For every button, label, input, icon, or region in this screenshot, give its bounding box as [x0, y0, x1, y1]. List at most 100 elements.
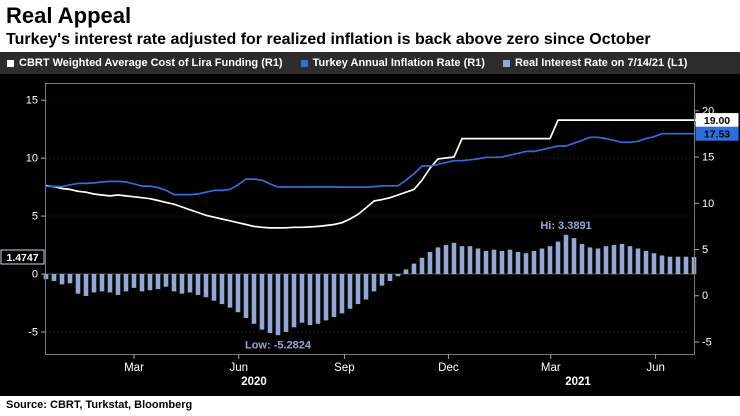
bar	[499, 250, 505, 275]
plot-frame	[45, 83, 695, 355]
bar	[211, 274, 217, 301]
x-year-label: 2020	[241, 376, 267, 388]
bar	[299, 274, 305, 323]
y-left-tick-label: -5	[28, 326, 38, 338]
source-line: Source: CBRT, Turkstat, Bloomberg	[0, 396, 740, 416]
bar	[435, 247, 441, 275]
bar	[107, 274, 113, 293]
y-right-tick-label: 5	[702, 244, 708, 256]
legend-item-0: CBRT Weighted Average Cost of Lira Fundi…	[7, 57, 283, 69]
legend-marker-icon	[7, 59, 14, 67]
bar	[275, 274, 281, 336]
x-month-label: Jun	[646, 362, 665, 374]
bar	[139, 274, 145, 292]
bar	[443, 245, 449, 275]
bar	[683, 256, 689, 275]
bar	[611, 245, 617, 275]
annotation-low: Low: -5.2824	[245, 339, 312, 351]
chart-header: Real Appeal Turkey's interest rate adjus…	[0, 0, 740, 52]
y-left-tick-label: 15	[26, 95, 38, 107]
bar	[91, 274, 97, 293]
bar	[155, 274, 161, 290]
bar	[395, 274, 401, 277]
line-series-1	[45, 132, 695, 196]
bar	[467, 246, 473, 274]
bar	[339, 274, 345, 314]
bar	[603, 246, 609, 274]
x-year-label: 2021	[565, 376, 591, 388]
bar	[75, 274, 81, 294]
bar	[99, 274, 105, 292]
bar	[563, 234, 569, 275]
bar	[387, 274, 393, 281]
bar	[619, 243, 625, 274]
page-title: Real Appeal	[6, 3, 132, 28]
bar	[587, 247, 593, 275]
bar	[635, 248, 641, 274]
bar	[507, 249, 513, 274]
bar	[163, 274, 169, 287]
bar	[539, 248, 545, 274]
bar	[371, 274, 377, 292]
legend-label: Real Interest Rate on 7/14/21 (L1)	[514, 57, 688, 69]
bar	[243, 274, 249, 318]
bar	[171, 274, 177, 292]
bar	[595, 248, 601, 274]
bar	[419, 257, 425, 274]
bar	[531, 250, 537, 275]
bar	[515, 252, 521, 274]
bar	[187, 274, 193, 293]
bar	[451, 242, 457, 275]
legend-label: CBRT Weighted Average Cost of Lira Fundi…	[19, 57, 283, 69]
bar	[651, 253, 657, 275]
bar	[403, 269, 409, 274]
last-value-badge-label: 1.4747	[6, 252, 38, 264]
bar	[555, 241, 561, 274]
legend-marker-icon	[300, 59, 308, 67]
bar	[59, 274, 65, 285]
bar	[323, 274, 329, 321]
bar	[115, 274, 121, 295]
x-month-label: Mar	[124, 362, 144, 374]
bar	[627, 246, 633, 274]
y-right-tick-label: 10	[702, 198, 714, 210]
legend: CBRT Weighted Average Cost of Lira Fundi…	[0, 52, 740, 74]
x-month-label: Dec	[438, 362, 459, 374]
bar	[179, 274, 185, 294]
bar	[579, 243, 585, 274]
chart-subtitle: Turkey's interest rate adjusted for real…	[6, 31, 651, 48]
bar	[291, 274, 297, 328]
x-month-label: Jun	[230, 362, 249, 374]
bar	[491, 249, 497, 274]
bar	[523, 253, 529, 275]
line-series-0	[45, 119, 703, 229]
bar	[235, 274, 241, 313]
bar	[219, 274, 225, 305]
bar	[427, 252, 433, 274]
annotation-hi: Hi: 3.3891	[540, 220, 591, 232]
bar	[315, 274, 321, 324]
last-value-badge	[0, 249, 45, 265]
bar	[411, 263, 417, 274]
y-right-tick-label: 15	[702, 152, 714, 164]
bar	[667, 256, 673, 275]
bar	[547, 246, 553, 274]
legend-marker-icon	[502, 59, 510, 67]
legend-item-1: Turkey Annual Inflation Rate (R1)	[300, 57, 485, 69]
y-right-tick-label: -5	[702, 336, 712, 348]
x-month-label: Sep	[334, 362, 354, 374]
bar	[475, 248, 481, 274]
last-value-badge	[695, 126, 739, 141]
bar	[347, 274, 353, 309]
bar	[267, 274, 273, 334]
bar	[147, 274, 153, 291]
bar	[483, 250, 489, 275]
x-month-label: Mar	[541, 362, 561, 374]
bar	[195, 274, 201, 295]
y-left-tick-label: 5	[32, 211, 38, 223]
bar	[331, 274, 337, 317]
last-value-badge-label: 19.00	[704, 115, 730, 127]
bar	[259, 274, 265, 330]
